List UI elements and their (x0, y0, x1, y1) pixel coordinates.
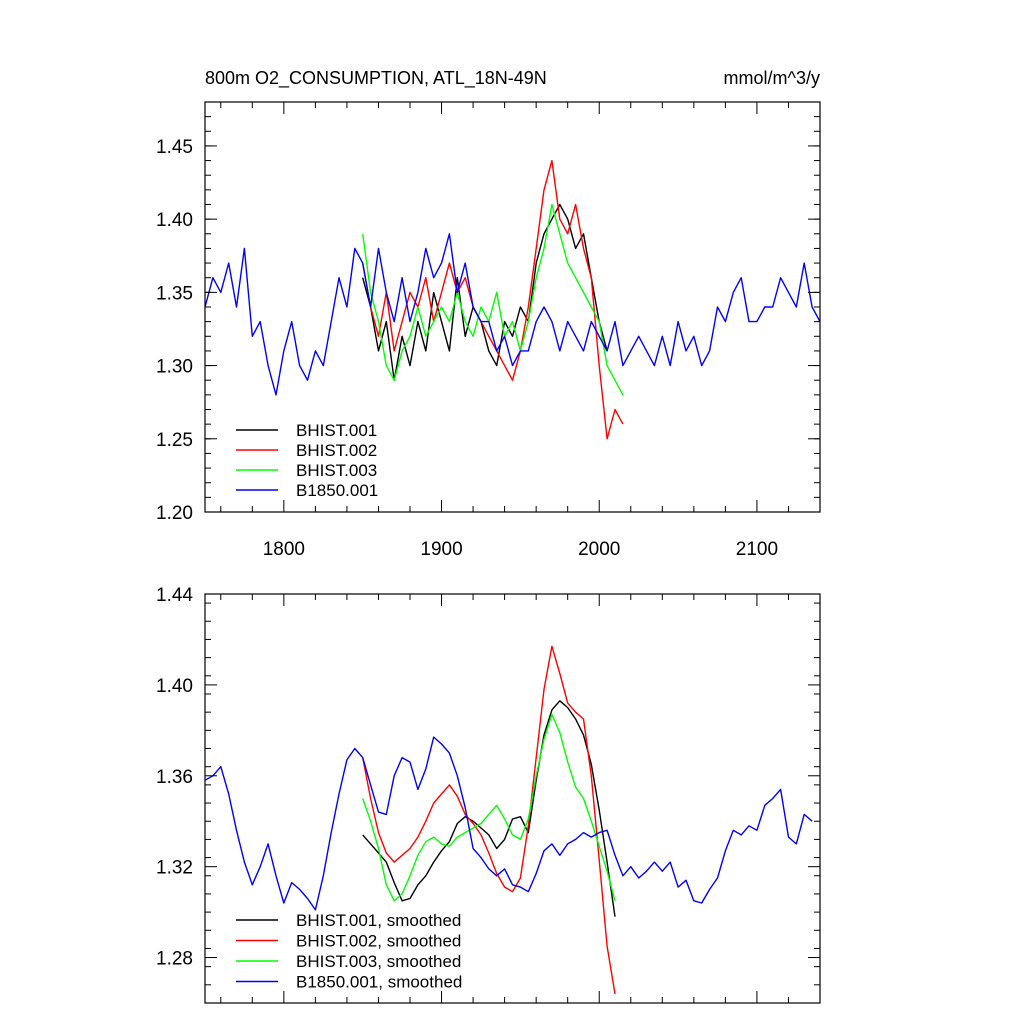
legend-label: BHIST.002 (296, 441, 377, 460)
series-line-2 (362, 159, 624, 440)
top-panel: 1.20 1.25 1.30 1.35 1.40 1.45 1800 1900 2000 2100… (156, 101, 821, 560)
chart-units: mmol/m^3/y (724, 68, 820, 88)
series-line-3 (362, 713, 616, 902)
bottom-panel: 1.28 1.32 1.36 1.40 1.44 BHIST.001, smoothed B… (156, 585, 821, 1004)
y-tick-label: 1.30 (156, 357, 193, 378)
series-line-3 (362, 203, 624, 396)
x-tick-label: 2000 (578, 539, 620, 560)
plot-frame (204, 593, 821, 1004)
y-tick-label: 1.28 (156, 949, 193, 970)
y-tick-label: 1.32 (156, 858, 193, 879)
y-tick-label: 1.25 (156, 430, 193, 451)
series-line-4 (205, 233, 820, 396)
y-tick-label: 1.20 (156, 503, 193, 524)
legend-label: BHIST.003 (296, 461, 377, 480)
y-tick-label: 1.45 (156, 137, 193, 158)
legend-label: BHIST.001, smoothed (296, 911, 461, 930)
series-line-1 (362, 700, 616, 917)
series-line-2 (362, 645, 616, 995)
chart-title: 800m O2_CONSUMPTION, ATL_18N-49N (205, 68, 547, 89)
legend-label: B1850.001 (296, 481, 378, 500)
legend-label: BHIST.001 (296, 421, 377, 440)
legend-label: BHIST.002, smoothed (296, 932, 461, 951)
series-line-1 (362, 203, 608, 381)
x-tick-label: 2100 (736, 539, 778, 560)
y-tick-label: 1.44 (156, 585, 193, 606)
series-line-4 (205, 736, 813, 911)
legend-label: BHIST.003, smoothed (296, 952, 461, 971)
y-tick-label: 1.36 (156, 767, 193, 788)
y-tick-label: 1.40 (156, 676, 193, 697)
y-tick-label: 1.40 (156, 210, 193, 231)
y-tick-label: 1.35 (156, 283, 193, 304)
legend-label: B1850.001, smoothed (296, 973, 462, 992)
x-tick-label: 1900 (420, 539, 462, 560)
x-tick-label: 1800 (263, 539, 305, 560)
